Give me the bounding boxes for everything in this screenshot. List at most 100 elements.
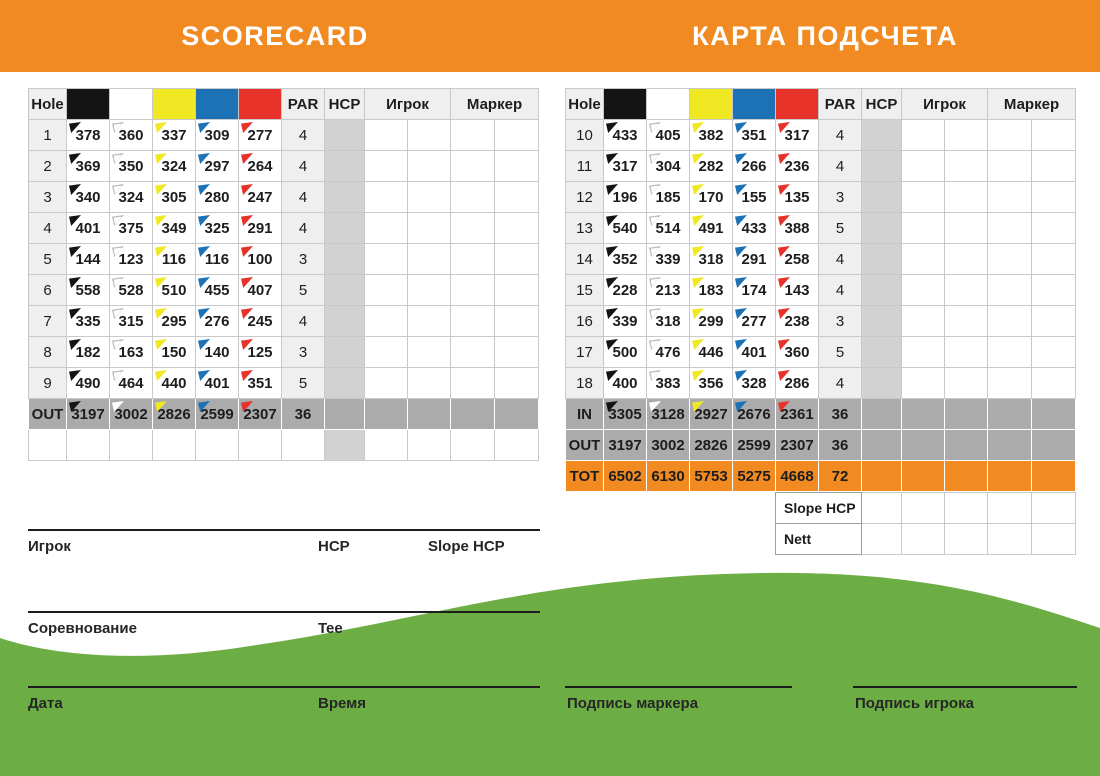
hole-row: 7 335 315 295 276 245 4 [28, 305, 540, 337]
hole-row: 9 490 464 440 401 351 5 [28, 367, 540, 399]
tee-triangle-yellow-icon [155, 339, 167, 350]
marker-score-cell [493, 336, 540, 368]
hole-number-cell: 14 [565, 243, 604, 275]
distance-value: 291 [247, 219, 273, 237]
tee-triangle-red-icon [778, 184, 790, 195]
summary-distance-value: 4668 [780, 467, 814, 485]
player-score-cell [944, 274, 988, 306]
tee-label: Tee [318, 620, 343, 637]
tee-triangle-red-icon [778, 277, 790, 288]
hole-number-cell: 15 [565, 274, 604, 306]
hole-number-cell: 8 [28, 336, 67, 368]
distance-cell: 183 [689, 274, 733, 306]
distance-cell: 236 [775, 150, 819, 182]
summary-distance-value: 2599 [737, 436, 771, 454]
hole-row: 6 558 528 510 455 407 5 [28, 274, 540, 306]
distance-cell: 125 [238, 336, 282, 368]
distance-cell: 491 [689, 212, 733, 244]
summary-distance-cell: 3197 [66, 398, 110, 430]
hole-row: 2 369 350 324 297 264 4 [28, 150, 540, 182]
marker-score-cell [450, 336, 495, 368]
distance-cell: 305 [152, 181, 196, 213]
marker-score-cell [1030, 119, 1077, 151]
hcp-cell [324, 398, 365, 430]
distance-value: 135 [784, 188, 810, 206]
marker-score-cell [1030, 336, 1077, 368]
distance-cell: 528 [109, 274, 153, 306]
hole-column-header: Hole [565, 88, 604, 120]
distance-cell: 337 [152, 119, 196, 151]
distance-cell: 123 [109, 243, 153, 275]
tee-triangle-yellow-icon [155, 184, 167, 195]
distance-cell: 150 [152, 336, 196, 368]
marker-score-cell [450, 243, 495, 275]
player-score-cell [944, 336, 988, 368]
par-cell: 5 [281, 367, 325, 399]
distance-cell: 317 [603, 150, 647, 182]
distance-cell: 383 [646, 367, 690, 399]
player-score-cell [944, 150, 988, 182]
tee-triangle-blue-icon [198, 401, 210, 412]
player-score-cell [364, 212, 408, 244]
tee-triangle-red-icon [241, 153, 253, 164]
hcp-cell [324, 305, 365, 337]
distance-value: 155 [741, 188, 767, 206]
tee-triangle-blue-icon [735, 401, 747, 412]
player-score-cell [944, 212, 988, 244]
distance-cell: 182 [66, 336, 110, 368]
distance-value: 276 [204, 312, 230, 330]
hole-number-cell: 2 [28, 150, 67, 182]
marker-score-cell [987, 305, 1032, 337]
distance-value: 339 [612, 312, 638, 330]
player-score-cell [901, 398, 945, 430]
distance-value: 317 [784, 126, 810, 144]
distance-value: 258 [784, 250, 810, 268]
distance-value: 318 [655, 312, 681, 330]
summary-distance-value: 2307 [780, 436, 814, 454]
empty-row [28, 429, 540, 461]
distance-value: 309 [204, 126, 230, 144]
tee-triangle-blue-icon [735, 339, 747, 350]
player-score-cell [901, 429, 945, 461]
distance-cell: 401 [732, 336, 776, 368]
distance-value: 352 [612, 250, 638, 268]
distance-value: 315 [118, 312, 144, 330]
distance-value: 375 [118, 219, 144, 237]
summary-row-out: OUT 3197 3002 2826 2599 2307 36 [565, 429, 1077, 461]
marker-score-cell [987, 181, 1032, 213]
marker-score-cell [987, 367, 1032, 399]
distance-value: 400 [612, 374, 638, 392]
marker-signature-line [565, 686, 792, 688]
tee-triangle-red-icon [241, 401, 253, 412]
distance-value: 446 [698, 343, 724, 361]
tee-triangle-white-icon [112, 277, 124, 288]
summary-distance-cell: 3305 [603, 398, 647, 430]
hole-row: 5 144 123 116 116 100 3 [28, 243, 540, 275]
player-score-cell [901, 181, 945, 213]
hole-number-cell: 13 [565, 212, 604, 244]
distance-cell: 297 [195, 150, 239, 182]
summary-distance-value: 5753 [694, 467, 728, 485]
summary-par-cell: 36 [281, 398, 325, 430]
tee-triangle-red-icon [778, 153, 790, 164]
player-score-cell [364, 305, 408, 337]
header-row: Hole PAR HCP Игрок Маркер [565, 88, 1077, 120]
hole-row: 15 228 213 183 174 143 4 [565, 274, 1077, 306]
date-label: Дата [28, 695, 63, 712]
empty-cell [238, 429, 282, 461]
distance-cell: 339 [646, 243, 690, 275]
tee-triangle-black-icon [69, 370, 81, 381]
distance-cell: 304 [646, 150, 690, 182]
distance-value: 277 [247, 126, 273, 144]
tee-color-yellow-header [152, 88, 196, 120]
marker-score-cell [987, 150, 1032, 182]
tee-triangle-blue-icon [735, 215, 747, 226]
distance-value: 280 [204, 188, 230, 206]
distance-cell: 369 [66, 150, 110, 182]
marker-score-cell [450, 119, 495, 151]
par-cell: 3 [281, 336, 325, 368]
distance-value: 140 [204, 343, 230, 361]
hole-number-cell: 18 [565, 367, 604, 399]
distance-cell: 143 [775, 274, 819, 306]
hcp-cell [861, 243, 902, 275]
